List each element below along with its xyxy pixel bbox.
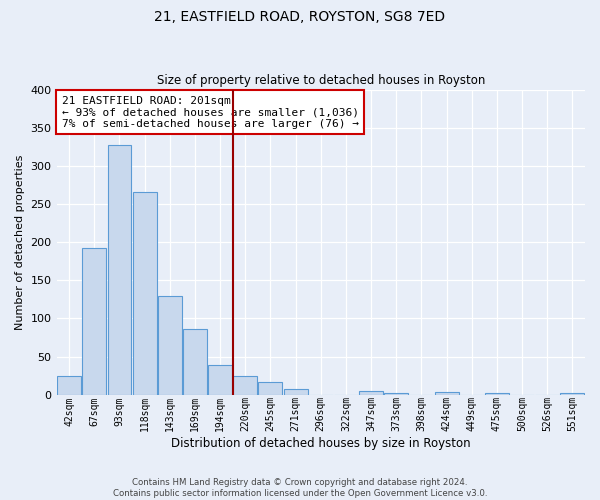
Text: 21 EASTFIELD ROAD: 201sqm
← 93% of detached houses are smaller (1,036)
7% of sem: 21 EASTFIELD ROAD: 201sqm ← 93% of detac…	[62, 96, 359, 129]
Text: Contains HM Land Registry data © Crown copyright and database right 2024.
Contai: Contains HM Land Registry data © Crown c…	[113, 478, 487, 498]
Bar	[434, 392, 458, 395]
Bar	[133, 192, 157, 395]
Bar	[284, 390, 308, 395]
Bar	[359, 391, 383, 395]
Bar	[259, 382, 283, 395]
Title: Size of property relative to detached houses in Royston: Size of property relative to detached ho…	[157, 74, 485, 87]
Bar	[485, 394, 509, 395]
Y-axis label: Number of detached properties: Number of detached properties	[15, 154, 25, 330]
Bar	[233, 376, 257, 395]
Bar	[82, 248, 106, 395]
Bar	[107, 144, 131, 395]
X-axis label: Distribution of detached houses by size in Royston: Distribution of detached houses by size …	[171, 437, 470, 450]
Bar	[183, 329, 207, 395]
Bar	[560, 392, 584, 395]
Bar	[158, 296, 182, 395]
Bar	[208, 365, 232, 395]
Text: 21, EASTFIELD ROAD, ROYSTON, SG8 7ED: 21, EASTFIELD ROAD, ROYSTON, SG8 7ED	[154, 10, 446, 24]
Bar	[385, 394, 408, 395]
Bar	[57, 376, 81, 395]
